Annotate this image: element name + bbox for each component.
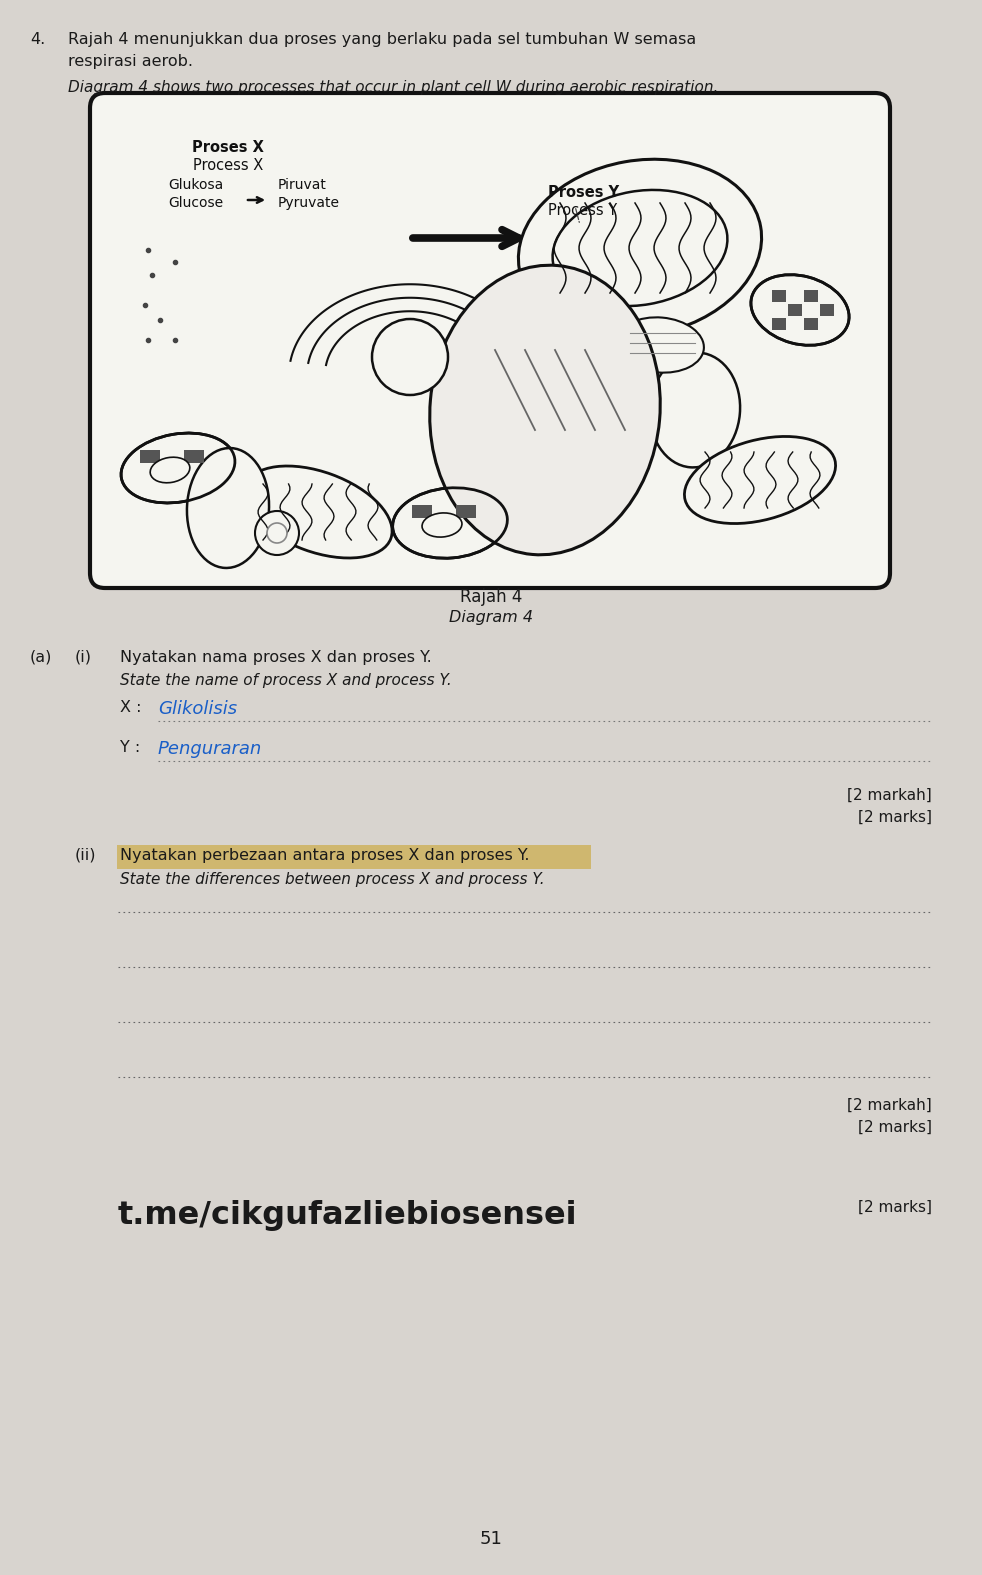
Text: (a): (a) [30,650,52,665]
Text: Y :: Y : [120,740,140,754]
Text: State the name of process X and process Y.: State the name of process X and process … [120,673,452,688]
Text: (ii): (ii) [75,847,96,863]
Text: [2 marks]: [2 marks] [858,1200,932,1214]
Text: Glukosa: Glukosa [168,178,223,192]
Text: Penguraran: Penguraran [158,740,262,758]
Ellipse shape [650,353,740,468]
Text: Nyatakan perbezaan antara proses X dan proses Y.: Nyatakan perbezaan antara proses X dan p… [120,847,529,863]
Ellipse shape [150,457,190,484]
Ellipse shape [187,447,269,569]
Text: Process X: Process X [192,158,263,173]
Ellipse shape [244,466,392,558]
Ellipse shape [553,191,728,306]
Bar [820,304,834,317]
Text: Piruvat: Piruvat [278,178,327,192]
Bar [456,506,476,518]
Ellipse shape [751,274,849,345]
Text: (i): (i) [75,650,92,665]
FancyBboxPatch shape [117,846,591,869]
Bar [412,506,432,518]
Text: Glikolisis: Glikolisis [158,699,237,718]
Text: Process Y: Process Y [548,203,617,217]
Text: Pyruvate: Pyruvate [278,195,340,209]
Text: Proses Y: Proses Y [548,184,619,200]
Bar [772,318,786,331]
Text: [2 marks]: [2 marks] [858,810,932,825]
Bar [140,450,160,463]
Bar [184,450,204,463]
Bar [788,304,802,317]
Text: [2 markah]: [2 markah] [847,788,932,803]
Text: t.me/cikgufazliebiosensei: t.me/cikgufazliebiosensei [118,1200,577,1232]
Ellipse shape [430,265,660,554]
Ellipse shape [121,433,235,502]
Ellipse shape [518,159,762,337]
Text: respirasi aerob.: respirasi aerob. [68,54,193,69]
Circle shape [267,523,287,543]
Text: X :: X : [120,699,141,715]
Ellipse shape [684,436,836,523]
Ellipse shape [393,488,508,558]
Bar [804,290,818,302]
Text: Rajah 4 menunjukkan dua proses yang berlaku pada sel tumbuhan W semasa: Rajah 4 menunjukkan dua proses yang berl… [68,32,696,47]
Ellipse shape [616,317,704,373]
Circle shape [372,320,448,395]
Text: Nyatakan nama proses X dan proses Y.: Nyatakan nama proses X dan proses Y. [120,650,432,665]
Text: Diagram 4 shows two processes that occur in plant cell W during aerobic respirat: Diagram 4 shows two processes that occur… [68,80,719,94]
Text: [2 marks]: [2 marks] [858,1120,932,1136]
Bar [162,465,182,477]
Ellipse shape [422,513,462,537]
Bar [434,520,454,532]
Text: Proses X: Proses X [192,140,264,154]
Text: State the differences between process X and process Y.: State the differences between process X … [120,873,545,887]
Bar [772,290,786,302]
Circle shape [255,510,299,554]
Text: [2 markah]: [2 markah] [847,1098,932,1114]
Text: 51: 51 [479,1529,503,1548]
Text: Diagram 4: Diagram 4 [449,610,533,625]
FancyBboxPatch shape [90,93,890,587]
Bar [804,318,818,331]
Text: Glucose: Glucose [168,195,223,209]
Text: Rajah 4: Rajah 4 [460,587,522,606]
Text: 4.: 4. [30,32,45,47]
